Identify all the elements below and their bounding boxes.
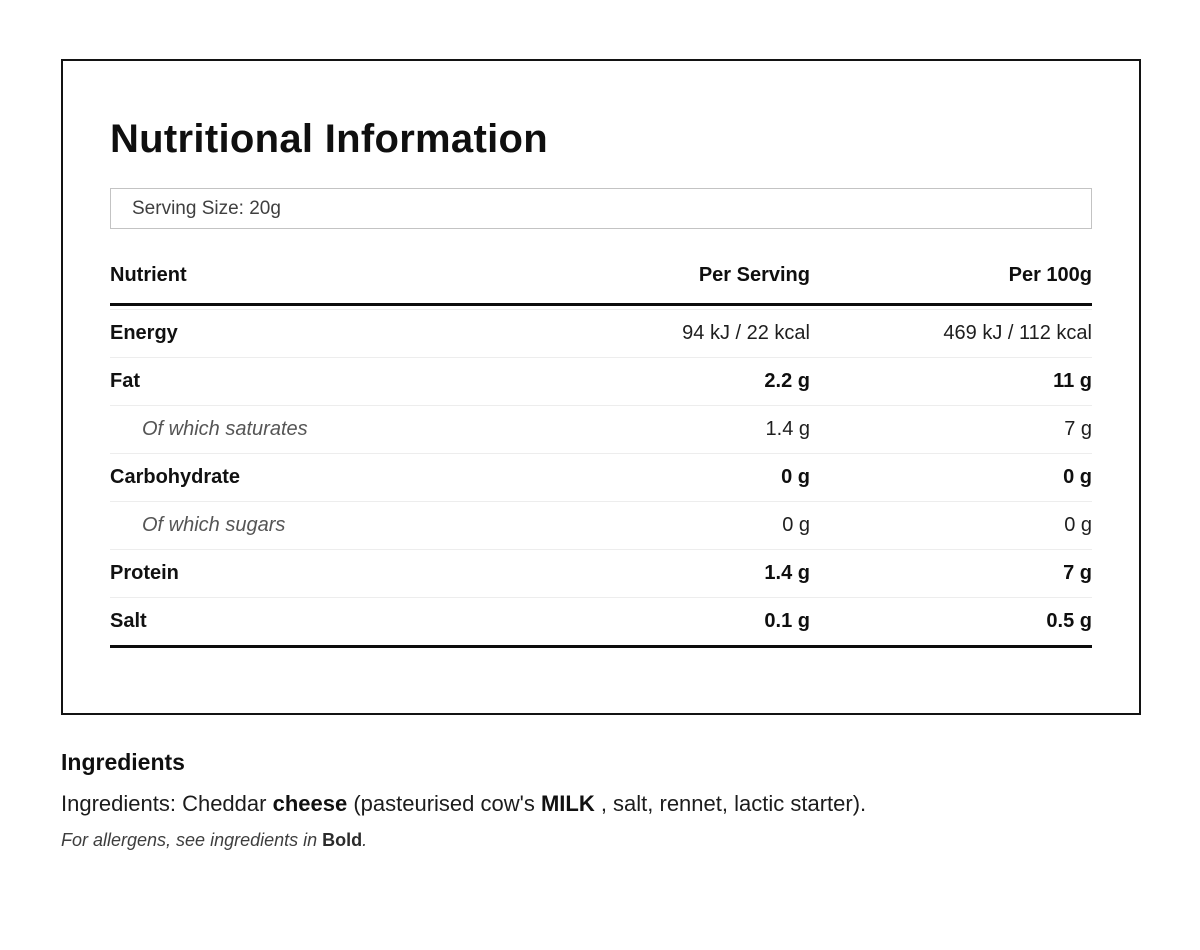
per-serving-value: 0 g: [782, 514, 810, 536]
ingredients-heading: Ingredients: [61, 749, 185, 775]
ingredients-text-prefix: Ingredients: Cheddar: [61, 791, 273, 816]
table-body: Energy 94 kJ / 22 kcal 469 kJ / 112 kcal…: [110, 309, 1092, 648]
page-title: Nutritional Information: [110, 117, 548, 161]
per-serving-value: 2.2 g: [764, 370, 810, 392]
nutrient-name: Salt: [110, 610, 147, 632]
per-100g-value: 7 g: [1064, 418, 1092, 440]
table-row-energy: Energy 94 kJ / 22 kcal 469 kJ / 112 kcal: [110, 310, 1092, 358]
per-serving-value: 1.4 g: [765, 418, 810, 440]
serving-size-field: Serving Size: 20g: [110, 188, 1092, 229]
allergen-bold-milk: MILK: [540, 791, 595, 816]
table-row-carbohydrate: Carbohydrate 0 g 0 g: [110, 454, 1092, 502]
per-100g-value: 469 kJ / 112 kcal: [943, 322, 1092, 344]
nutrient-name: Of which saturates: [142, 418, 308, 440]
table-header-row: Nutrient Per Serving Per 100g: [110, 251, 1092, 306]
column-header-per-serving: Per Serving: [698, 264, 810, 286]
nutrition-table: Nutrient Per Serving Per 100g Energy 94 …: [110, 251, 1092, 648]
per-serving-value: 94 kJ / 22 kcal: [682, 322, 810, 344]
serving-size-value: Serving Size: 20g: [132, 197, 281, 219]
allergen-bold-cheese: cheese: [272, 791, 348, 816]
nutrient-name: Energy: [110, 322, 178, 344]
per-100g-value: 11 g: [1053, 370, 1092, 392]
per-100g-value: 0.5 g: [1046, 610, 1092, 632]
nutrient-name: Protein: [110, 562, 179, 584]
nutrient-name: Carbohydrate: [110, 466, 241, 488]
ingredients-text: Ingredients: Cheddar cheese (pasteurised…: [61, 789, 1141, 819]
table-row-fat: Fat 2.2 g 11 g: [110, 358, 1092, 406]
nutrition-panel: Nutritional Information Serving Size: 20…: [61, 59, 1141, 715]
nutrient-name: Of which sugars: [142, 514, 286, 536]
table-row-saturates: Of which saturates 1.4 g 7 g: [110, 406, 1092, 454]
per-serving-value: 1.4 g: [764, 562, 810, 584]
column-header-nutrient: Nutrient: [110, 264, 187, 286]
per-100g-value: 0 g: [1064, 514, 1092, 536]
nutrient-name: Fat: [110, 370, 140, 392]
ingredients-text-suffix: , salt, rennet, lactic starter).: [594, 791, 867, 816]
per-100g-value: 7 g: [1063, 562, 1092, 584]
per-serving-value: 0 g: [781, 466, 810, 488]
table-row-protein: Protein 1.4 g 7 g: [110, 550, 1092, 598]
allergen-note-bold-word: Bold: [322, 830, 363, 850]
column-header-per-100g: Per 100g: [1008, 264, 1092, 286]
allergen-note-prefix: For allergens, see ingredients in: [61, 830, 323, 850]
allergen-note-suffix: .: [362, 830, 368, 850]
per-serving-value: 0.1 g: [764, 610, 810, 632]
per-100g-value: 0 g: [1063, 466, 1092, 488]
table-row-sugars: Of which sugars 0 g 0 g: [110, 502, 1092, 550]
table-row-salt: Salt 0.1 g 0.5 g: [110, 598, 1092, 648]
allergen-note: For allergens, see ingredients in Bold.: [61, 830, 1141, 851]
ingredients-section: Ingredients Ingredients: Cheddar cheese …: [61, 749, 1141, 851]
ingredients-text-middle: (pasteurised cow's: [347, 791, 541, 816]
